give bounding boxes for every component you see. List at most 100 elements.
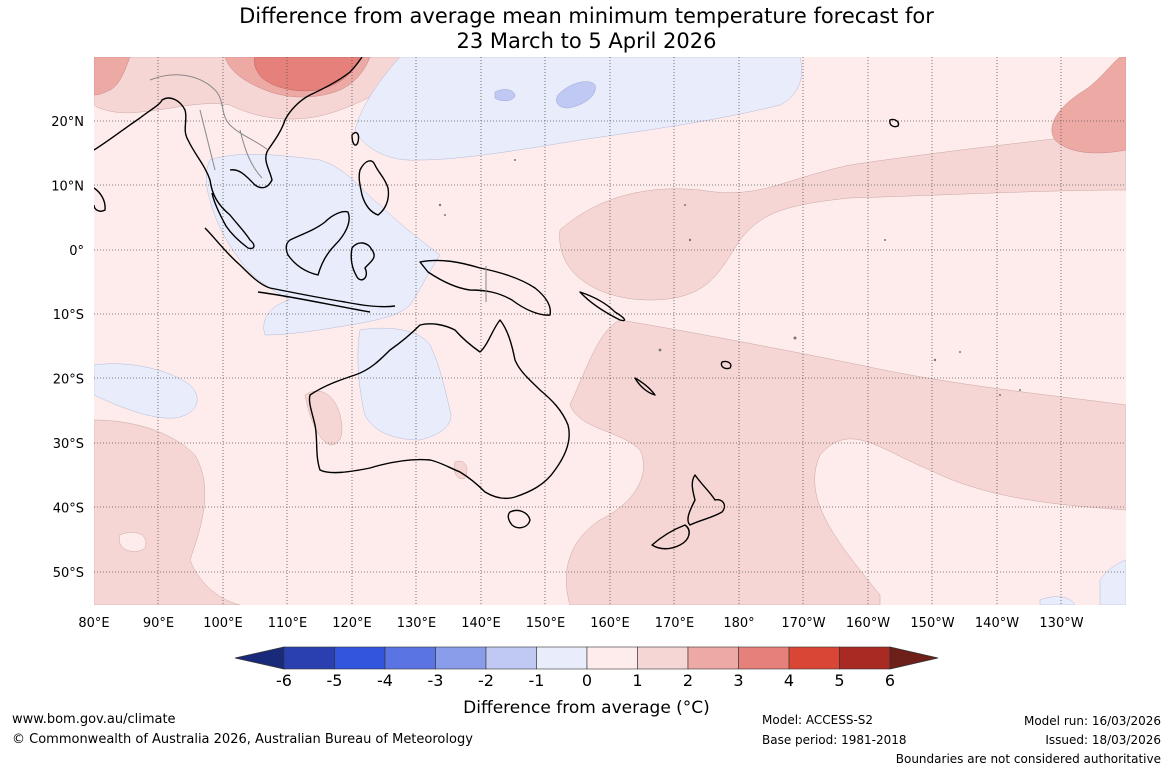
- anomaly-patch-cool-south: [1039, 596, 1076, 605]
- coast-india: [94, 187, 106, 212]
- lat-label: 10°S: [53, 308, 84, 323]
- lon-label: 90°E: [143, 616, 174, 631]
- coast-taiwan: [351, 131, 360, 146]
- colorbar-tick: 2: [683, 671, 693, 690]
- colorbar-tick: 1: [632, 671, 642, 690]
- lon-label: 130°W: [1039, 616, 1083, 631]
- anomaly-band-2-3-nw: [94, 57, 131, 96]
- coast-new-guinea: [419, 259, 552, 316]
- country-borders: [149, 74, 487, 302]
- title-line-2: 23 March to 5 April 2026: [456, 29, 717, 53]
- coast-new-caledonia: [634, 377, 656, 396]
- coast-solomons: [579, 291, 626, 322]
- footer-model: Model: ACCESS-S2: [762, 713, 874, 727]
- colorbar-tick: -6: [276, 671, 292, 690]
- title-line-1: Difference from average mean minimum tem…: [239, 4, 934, 28]
- anomaly-band-1-2-north: [559, 129, 1126, 301]
- colorbar-segment: [788, 646, 840, 670]
- colorbar-tick: -4: [377, 671, 393, 690]
- colorbar-segment: [283, 646, 335, 670]
- anomaly-band-1-2-west: [94, 419, 241, 605]
- colorbar-tick: -5: [327, 671, 343, 690]
- map-title: Difference from average mean minimum tem…: [0, 4, 1173, 54]
- footer-disclaimer: Boundaries are not considered authoritat…: [895, 752, 1161, 766]
- coast-sumatra-java: [204, 227, 396, 313]
- anomaly-band-minus1-0-maritime: [206, 154, 441, 336]
- colorbar-segment: [536, 646, 588, 670]
- lat-label: 20°N: [51, 115, 84, 130]
- footer-issued: Issued: 18/03/2026: [1045, 733, 1161, 747]
- footer-model-run: Model run: 16/03/2026: [1023, 714, 1161, 728]
- latitude-labels: 20°N 10°N 0° 10°S 20°S 30°S 40°S 50°S: [51, 115, 84, 581]
- lat-label: 0°: [69, 244, 84, 259]
- coast-asia-mainland: [94, 57, 363, 250]
- lon-label: 140°W: [975, 616, 1019, 631]
- anomaly-band-2-3-ne: [1051, 57, 1126, 154]
- anomaly-band-minus1-0-se: [1099, 559, 1126, 605]
- colorbar-segment: [637, 646, 689, 670]
- colorbar-segment: [738, 646, 790, 670]
- colorbar-tick: 0: [582, 671, 592, 690]
- colorbar-segment: [839, 646, 891, 670]
- coast-hawaii: [889, 118, 900, 128]
- colorbar-extend-low: [234, 646, 285, 670]
- anomaly-band-minus1-0-australia: [357, 327, 452, 441]
- anomaly-patch-low: [118, 532, 147, 552]
- anomaly-band-1-2-south: [566, 319, 1126, 605]
- anomaly-band-minus1-0-indian: [94, 363, 198, 419]
- lon-label: 150°W: [910, 616, 954, 631]
- border-mainland-se-asia: [149, 74, 269, 179]
- lon-label: 170°W: [781, 616, 825, 631]
- lat-label: 40°S: [53, 501, 84, 516]
- coast-nz-south: [651, 524, 690, 550]
- lon-label: 140°E: [461, 616, 501, 631]
- colorbar-segment: [384, 646, 436, 670]
- colorbar-segment: [687, 646, 739, 670]
- colorbar-tick: 4: [784, 671, 794, 690]
- colorbar-title: Difference from average (°C): [463, 698, 710, 718]
- colorbar-tick-labels: -6 -5 -4 -3 -2 -1 0 1 2 3 4 5 6: [276, 671, 895, 690]
- coastlines: [94, 57, 900, 550]
- colorbar: [234, 646, 939, 670]
- coast-fiji: [720, 360, 732, 370]
- anomaly-band-minus1-0-north: [354, 57, 803, 161]
- footer-website: www.bom.gov.au/climate: [12, 712, 176, 727]
- lon-label: 130°E: [397, 616, 437, 631]
- footer-base-period: Base period: 1981-2018: [762, 733, 907, 747]
- colorbar-tick: 6: [885, 671, 895, 690]
- lat-label: 20°S: [53, 373, 84, 388]
- coast-nz-north: [687, 474, 726, 526]
- longitude-labels: 80°E 90°E 100°E 110°E 120°E 130°E 140°E 150°E 16…: [78, 616, 1083, 631]
- coast-philippines: [358, 160, 390, 216]
- lon-label: 160°E: [590, 616, 630, 631]
- lon-label: 120°E: [332, 616, 372, 631]
- lon-label: 180°: [723, 616, 754, 631]
- coast-tasmania: [507, 509, 531, 529]
- coast-borneo: [285, 210, 350, 276]
- coast-sulawesi: [350, 242, 375, 281]
- lon-label: 80°E: [78, 616, 109, 631]
- anomaly-band-minus2-1-b: [494, 89, 516, 101]
- colorbar-segment: [435, 646, 487, 670]
- colorbar-segment: [485, 646, 537, 670]
- colorbar-tick: -1: [529, 671, 545, 690]
- lat-label: 10°N: [51, 179, 84, 194]
- footer-copyright: © Commonwealth of Australia 2026, Austra…: [12, 732, 473, 747]
- lat-label: 30°S: [53, 437, 84, 452]
- colorbar-extend-high: [889, 646, 939, 670]
- colorbar-segment: [334, 646, 386, 670]
- lon-label: 100°E: [203, 616, 243, 631]
- colorbar-tick: 5: [834, 671, 844, 690]
- colorbar-tick: -2: [478, 671, 494, 690]
- map-plot-area: [94, 57, 1126, 605]
- anomaly-band-minus2-1-a: [556, 81, 596, 109]
- lon-label: 150°E: [526, 616, 566, 631]
- colorbar-tick: -3: [428, 671, 444, 690]
- colorbar-tick: 3: [733, 671, 743, 690]
- colorbar-segment: [586, 646, 638, 670]
- small-islands: [438, 159, 1021, 396]
- lat-label: 50°S: [53, 566, 84, 581]
- lon-label: 110°E: [268, 616, 308, 631]
- coast-australia: [308, 319, 570, 500]
